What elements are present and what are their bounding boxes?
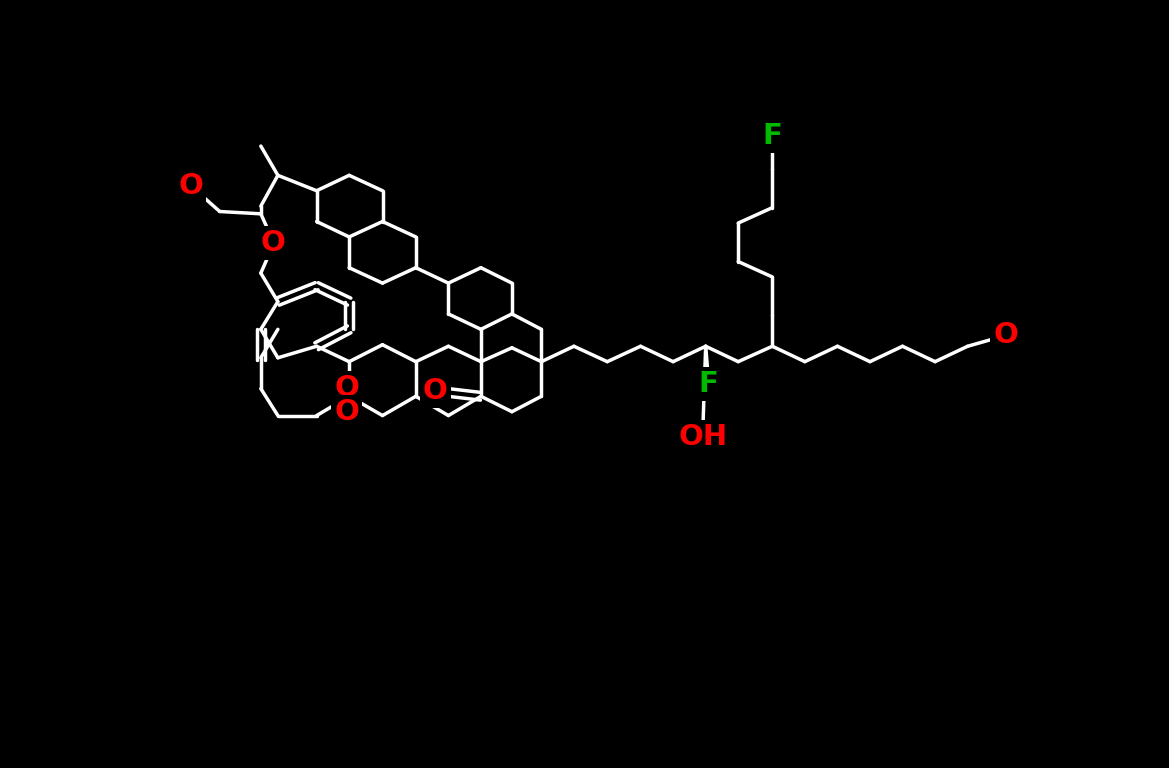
Text: O: O [334, 398, 359, 425]
Text: O: O [423, 377, 448, 405]
Text: O: O [994, 322, 1018, 349]
Text: OH: OH [678, 423, 727, 451]
Text: F: F [762, 122, 782, 150]
Text: O: O [260, 229, 285, 257]
Text: O: O [334, 374, 359, 402]
Text: O: O [179, 172, 203, 200]
Text: F: F [699, 370, 719, 398]
